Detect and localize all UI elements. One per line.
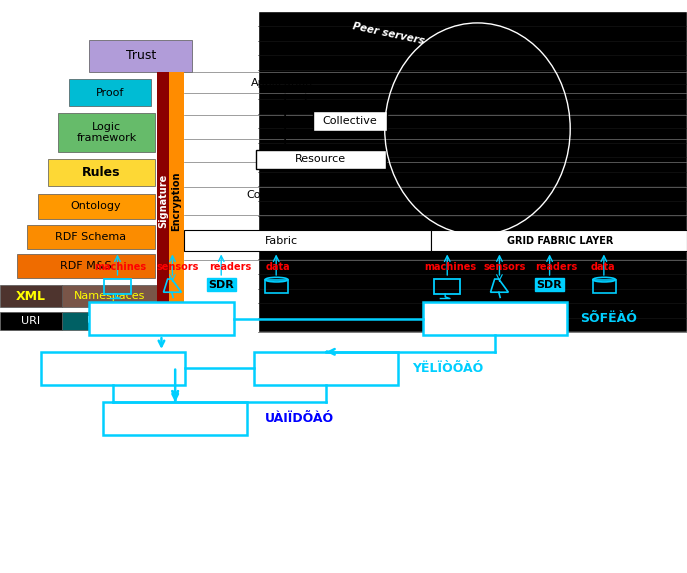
Text: sensors: sensors: [156, 262, 199, 272]
Text: YËLÏÒÕÀÓ: YËLÏÒÕÀÓ: [412, 362, 484, 375]
Text: SDR: SDR: [208, 280, 234, 290]
Text: machines: machines: [94, 262, 146, 272]
Bar: [313, 111, 387, 131]
Bar: [258, 11, 687, 332]
Bar: [62, 285, 158, 307]
Bar: [27, 225, 155, 249]
Text: sensors: sensors: [484, 262, 526, 272]
Text: Signature: Signature: [158, 174, 168, 228]
Bar: [38, 194, 155, 219]
Bar: [431, 230, 687, 251]
Bar: [0, 312, 62, 330]
Text: Collective: Collective: [322, 116, 377, 126]
Text: Encryption: Encryption: [172, 171, 181, 231]
Bar: [41, 352, 185, 385]
Bar: [0, 285, 62, 307]
Bar: [265, 280, 288, 293]
Text: Fabric: Fabric: [265, 236, 298, 246]
Text: Resource: Resource: [295, 154, 346, 164]
Text: Unicode: Unicode: [87, 316, 133, 326]
Bar: [89, 302, 234, 335]
Text: SDR: SDR: [537, 280, 563, 290]
Text: XML: XML: [16, 290, 46, 303]
Text: Rules: Rules: [82, 166, 121, 179]
Text: Application: Application: [251, 77, 313, 88]
Text: SÕFËÀÓ: SÕFËÀÓ: [581, 312, 638, 325]
Text: Ontology: Ontology: [71, 201, 122, 211]
Text: Namespaces: Namespaces: [74, 291, 146, 301]
Bar: [169, 72, 184, 330]
Text: URI: URI: [21, 316, 41, 326]
Text: machines: machines: [424, 262, 476, 272]
Text: Trust: Trust: [126, 49, 156, 62]
Text: readers: readers: [209, 262, 251, 272]
Text: data: data: [266, 262, 291, 272]
Bar: [157, 72, 169, 330]
Bar: [593, 280, 616, 293]
Text: RDF Schema: RDF Schema: [56, 232, 126, 242]
Text: RDF M&S: RDF M&S: [60, 261, 112, 272]
Bar: [254, 352, 398, 385]
Text: Peer servers: Peer servers: [351, 21, 425, 46]
Bar: [104, 279, 131, 294]
Bar: [58, 113, 155, 152]
Bar: [184, 230, 431, 251]
Bar: [103, 402, 247, 435]
Text: GRID FABRIC LAYER: GRID FABRIC LAYER: [507, 236, 613, 246]
Bar: [17, 254, 155, 278]
Bar: [48, 159, 155, 186]
Text: data: data: [591, 262, 616, 272]
Text: readers: readers: [535, 262, 578, 272]
Text: Logic
framework: Logic framework: [76, 122, 137, 143]
Bar: [423, 302, 567, 335]
Bar: [62, 312, 158, 330]
Bar: [69, 79, 151, 106]
Text: Proof: Proof: [95, 88, 124, 97]
Bar: [256, 150, 386, 169]
Bar: [89, 40, 192, 72]
Text: Connectivity: Connectivity: [247, 190, 317, 200]
Bar: [434, 279, 460, 294]
Text: UÀIÏDÕÀÓ: UÀIÏDÕÀÓ: [264, 413, 334, 425]
